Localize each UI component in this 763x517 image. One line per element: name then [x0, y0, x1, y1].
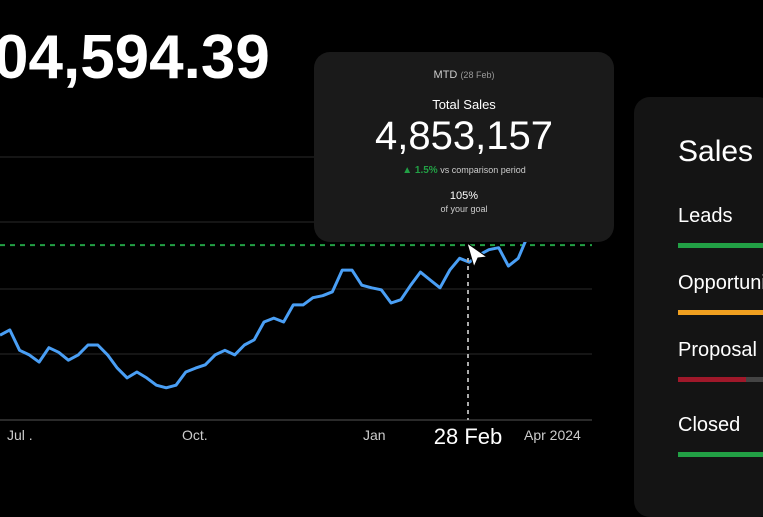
row-bar — [678, 452, 763, 457]
hover-label: 28 Feb — [434, 424, 503, 449]
x-tick-label: Apr 2024 — [524, 427, 581, 443]
row-bar — [678, 377, 746, 382]
change-note: vs comparison period — [440, 165, 526, 175]
row-label: Opportunities — [678, 272, 763, 294]
row-label: Leads — [678, 205, 733, 227]
change: 1.5% — [414, 165, 438, 176]
row-label: Proposal — [678, 339, 757, 361]
period: MTD — [433, 69, 458, 81]
tooltip-period-row: MTD (28 Feb) — [314, 69, 614, 81]
chart: Jul . Oct. Jan Apr 2024 28 Feb — [0, 156, 592, 449]
headline: 04,594.39 — [0, 23, 270, 92]
x-tick-label: Jan — [363, 427, 386, 443]
x-tick-label: Jul . — [7, 427, 33, 443]
panel-title: Sales — [678, 135, 754, 168]
row-bar — [678, 243, 763, 248]
tooltip: MTD (28 Feb) Total Sales 4,853,157 ▲ 1.5… — [314, 52, 614, 242]
row-bar — [678, 310, 763, 315]
change-row: ▲ 1.5% vs comparison period — [402, 165, 526, 176]
date: (28 Feb) — [460, 70, 495, 80]
label: Total Sales — [432, 97, 496, 112]
value: 4,853,157 — [375, 114, 553, 158]
row-label: Closed — [678, 414, 741, 436]
goal-note: of your goal — [440, 204, 488, 214]
sales-line — [0, 234, 530, 390]
x-tick-label: Oct. — [182, 427, 208, 443]
goal-pct: 105% — [449, 190, 479, 202]
cursor — [466, 241, 489, 269]
sales-panel: Sales Leads Opportunities Proposal Closed — [634, 97, 763, 517]
page: 04,594.39 Jul . Oct. Jan Apr 2024 28 Feb MTD… — [0, 23, 763, 517]
row-bar-rest — [746, 377, 763, 382]
